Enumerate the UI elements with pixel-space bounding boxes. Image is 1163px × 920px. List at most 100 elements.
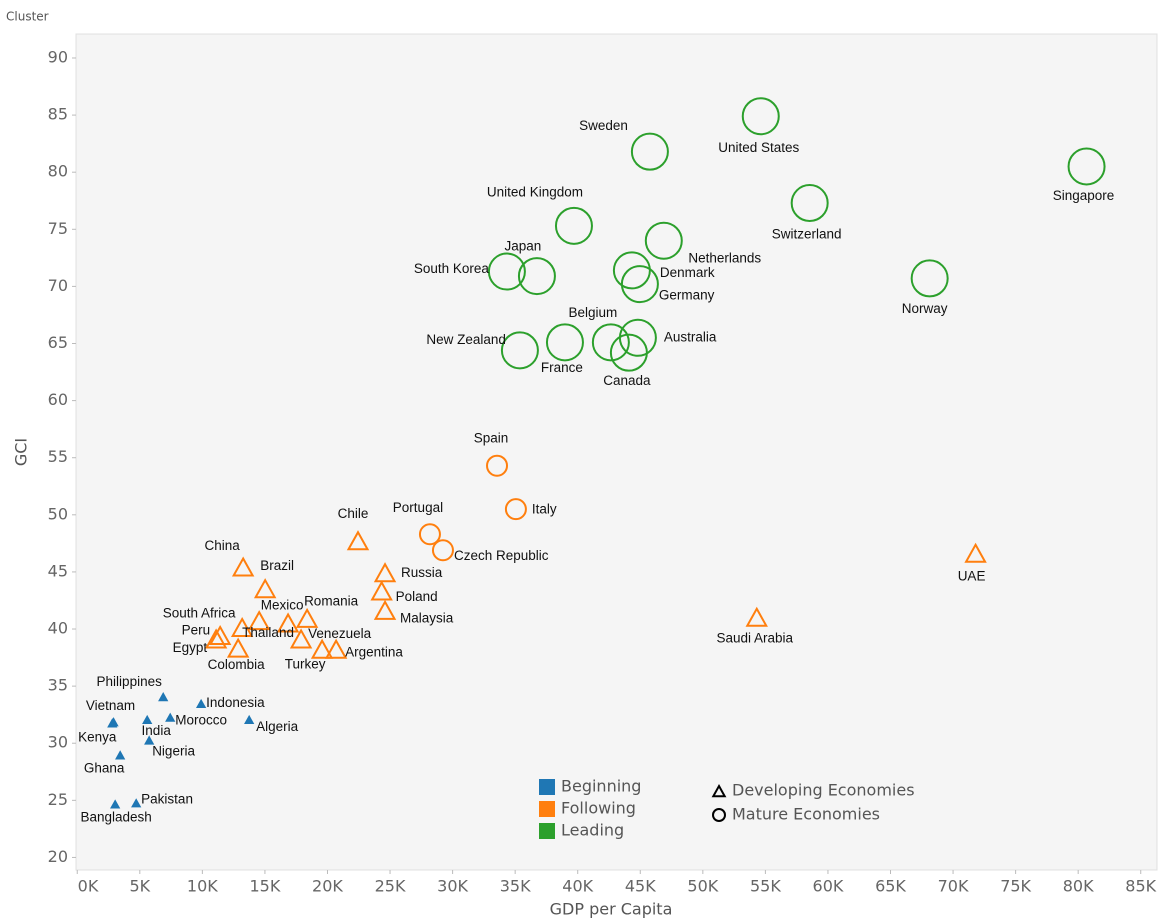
x-tick-label: 50K	[687, 877, 718, 896]
y-tick-label: 25	[48, 790, 68, 809]
point	[745, 606, 768, 627]
point	[486, 454, 509, 477]
point	[110, 799, 121, 809]
y-tick-label: 90	[48, 47, 68, 66]
point	[231, 556, 255, 577]
point	[790, 184, 829, 223]
point-label: Belgium	[568, 305, 617, 320]
point-label: Sweden	[579, 118, 628, 133]
point	[1067, 147, 1106, 186]
point	[204, 628, 228, 649]
legend-shape	[711, 783, 727, 798]
x-tick-label: 40K	[562, 877, 593, 896]
point-label: Japan	[505, 239, 542, 254]
point	[964, 542, 987, 563]
y-tick-label: 65	[48, 333, 68, 352]
point	[115, 750, 126, 760]
point	[373, 562, 397, 583]
point-label: Denmark	[660, 265, 715, 280]
point-label: Colombia	[208, 657, 266, 672]
point	[373, 599, 397, 620]
point-label: Egypt	[173, 640, 208, 655]
point-label: France	[541, 360, 583, 375]
point	[144, 735, 155, 745]
point	[230, 616, 254, 638]
x-tick-label: 80K	[1063, 877, 1094, 896]
legend-swatch	[539, 801, 555, 817]
point	[554, 206, 593, 245]
point	[226, 637, 250, 658]
point	[295, 607, 319, 628]
point	[370, 580, 393, 601]
x-tick-label: 10K	[187, 877, 218, 896]
y-tick-label: 50	[48, 504, 68, 523]
point-label: United Kingdom	[487, 184, 583, 199]
x-tick-label: 25K	[375, 877, 406, 896]
point-label: Peru	[182, 623, 211, 638]
legend-swatch	[539, 823, 555, 839]
legend-label: Following	[561, 799, 636, 818]
point	[545, 323, 584, 362]
point-label: Philippines	[97, 674, 163, 689]
point	[741, 97, 780, 136]
point-label: Malaysia	[400, 610, 454, 625]
point	[165, 712, 176, 722]
y-tick-label: 40	[48, 619, 68, 638]
point-label: South Africa	[163, 606, 236, 621]
point-label: Bangladesh	[81, 809, 152, 824]
x-tick-label: 70K	[938, 877, 969, 896]
point	[910, 259, 949, 298]
point-label: Morocco	[175, 713, 227, 728]
point-label: Venezuela	[308, 626, 372, 641]
point-label: Turkey	[285, 656, 326, 671]
x-tick-label: 35K	[500, 877, 531, 896]
point	[195, 698, 207, 709]
point	[644, 221, 683, 260]
legend-label: Developing Economies	[732, 781, 915, 800]
x-axis-title: GDP per Capita	[550, 900, 673, 919]
point-label: Czech Republic	[454, 548, 549, 563]
x-tick-label: 75K	[1000, 877, 1031, 896]
y-tick-label: 60	[48, 390, 68, 409]
point-label: Chile	[338, 506, 369, 521]
y-axis-title: GCI	[12, 438, 31, 466]
point	[630, 132, 669, 171]
point-label: Argentina	[345, 644, 403, 659]
y-tick-label: 30	[48, 733, 68, 752]
point-label: Netherlands	[688, 250, 761, 265]
point	[142, 714, 153, 725]
point	[131, 798, 142, 808]
point-label: India	[142, 723, 172, 738]
point	[158, 692, 169, 702]
x-tick-label: 65K	[875, 877, 906, 896]
point-label: Vietnam	[86, 698, 135, 713]
point	[487, 252, 526, 291]
legend-swatch	[539, 779, 555, 795]
point-label: Mexico	[261, 598, 304, 613]
point-label: Australia	[664, 329, 717, 344]
y-tick-label: 45	[48, 561, 68, 580]
point-label: Thailand	[242, 625, 294, 640]
point-label: Poland	[396, 589, 438, 604]
point	[208, 624, 232, 646]
point-label: Italy	[532, 502, 557, 517]
point	[517, 257, 556, 296]
point	[431, 539, 454, 562]
point-label: Switzerland	[772, 227, 842, 242]
point-label: UAE	[958, 568, 986, 583]
y-tick-label: 70	[48, 276, 68, 295]
x-tick-label: 5K	[129, 877, 150, 896]
y-tick-label: 20	[48, 847, 68, 866]
point	[418, 523, 441, 546]
point	[504, 498, 527, 521]
point-label: South Korea	[414, 261, 490, 276]
x-tick-label: 60K	[813, 877, 844, 896]
point-label: New Zealand	[426, 332, 506, 347]
point-label: Nigeria	[152, 744, 195, 759]
point	[620, 265, 659, 304]
x-tick-label: 45K	[625, 877, 656, 896]
point-label: Kenya	[78, 729, 117, 744]
y-tick-label: 85	[48, 105, 68, 124]
point-label: Saudi Arabia	[716, 630, 793, 645]
